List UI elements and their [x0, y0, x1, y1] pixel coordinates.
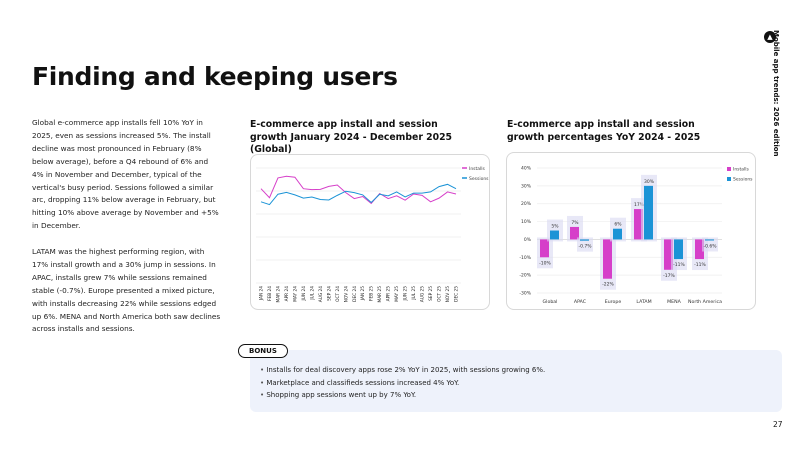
line-chart-panel: Installs Sessions JAN 24 FEB 24 MAR 24 APR 24…	[250, 154, 490, 310]
x-tick-label: JAN 25	[360, 286, 366, 301]
data-label: 7%	[571, 220, 579, 226]
data-label: -0.7%	[578, 244, 592, 250]
x-tick-label: DEC 24	[352, 286, 358, 302]
data-label: -22%	[602, 282, 614, 288]
bar-chart-panel: 40% 30% 20% 10% 0% -10% -20% -30% -10% 5% Global 7%…	[506, 152, 756, 310]
data-label: 30%	[644, 179, 655, 185]
page-title: Finding and keeping users	[32, 62, 398, 91]
legend-label: Installs	[469, 166, 486, 172]
x-tick-label: AUG 24	[318, 286, 324, 303]
data-label: 17%	[634, 202, 645, 208]
x-tick-label: Europe	[605, 299, 622, 305]
bonus-box: Installs for deal discovery apps rose 2%…	[250, 350, 782, 412]
body-text: Global e-commerce app installs fell 10% …	[32, 117, 222, 349]
x-tick-label: APAC	[574, 299, 587, 305]
y-tick-label: 40%	[521, 166, 532, 172]
highlight-box	[702, 237, 718, 252]
x-tick-label: NOV 24	[343, 286, 349, 303]
brand-logo-icon: ▲	[764, 31, 776, 43]
paragraph: Global e-commerce app installs fell 10% …	[32, 118, 219, 231]
y-tick-label: 20%	[521, 201, 532, 207]
data-label: -17%	[663, 273, 675, 279]
x-tick-label: DEC 25	[454, 286, 460, 302]
x-tick-label: FEB 25	[369, 286, 375, 301]
x-tick-label: MAR 25	[377, 286, 383, 303]
x-tick-label: JUN 25	[403, 286, 409, 302]
bar-installs	[603, 239, 612, 279]
bar-chart-title: E-commerce app install and session growt…	[507, 119, 701, 143]
x-tick-label: MAR 24	[275, 286, 281, 303]
bar-installs	[540, 239, 549, 258]
y-tick-label: -30%	[519, 291, 531, 297]
x-tick-label: LATAM	[636, 299, 651, 305]
x-tick-label: APR 25	[386, 286, 392, 302]
x-tick-label: MAY 25	[394, 286, 400, 302]
data-label: -11%	[694, 262, 706, 268]
legend-label: Sessions	[733, 177, 753, 183]
bar-installs	[570, 226, 579, 240]
bar-installs	[664, 239, 673, 270]
x-tick-label: North America	[688, 299, 722, 305]
bonus-tag: BONUS	[238, 344, 288, 358]
paragraph: LATAM was the highest performing region,…	[32, 247, 221, 334]
series-line-installs	[260, 175, 457, 205]
x-tick-label: AUG 25	[420, 286, 426, 303]
bar-installs	[695, 239, 704, 260]
y-tick-label: -20%	[519, 273, 531, 279]
data-label: 5%	[551, 224, 559, 230]
x-tick-label: OCT 25	[437, 286, 443, 302]
x-tick-label: SEP 24	[326, 286, 332, 301]
x-tick-label: APR 24	[284, 286, 290, 302]
x-tick-label: NOV 25	[445, 286, 451, 303]
x-tick-label: JUL 24	[309, 286, 315, 301]
x-tick-label: OCT 24	[335, 286, 341, 302]
y-tick-label: 30%	[521, 183, 532, 189]
series-line-sessions	[260, 183, 457, 206]
page-number: 27	[773, 420, 783, 429]
y-tick-label: 0%	[524, 237, 532, 243]
bar-sessions	[705, 239, 714, 241]
line-chart: Installs Sessions JAN 24 FEB 24 MAR 24 APR 24…	[256, 166, 489, 303]
bonus-item: Marketplace and classifieds sessions inc…	[260, 377, 545, 390]
bar-chart: 40% 30% 20% 10% 0% -10% -20% -30% -10% 5% Global 7%…	[519, 166, 753, 306]
x-tick-label: SEP 25	[428, 286, 434, 301]
x-tick-label: JUL 25	[411, 286, 417, 301]
x-tick-label: Global	[543, 299, 558, 305]
highlight-box	[577, 237, 593, 252]
y-tick-label: -10%	[519, 255, 531, 261]
legend-label: Sessions	[469, 176, 489, 182]
bar-installs	[634, 209, 643, 240]
bar-sessions	[644, 185, 653, 240]
bonus-item: Installs for deal discovery apps rose 2%…	[260, 364, 545, 377]
data-label: -11%	[673, 262, 685, 268]
bar-sessions	[674, 239, 683, 260]
bar-sessions	[613, 228, 622, 240]
legend-label: Installs	[733, 167, 750, 173]
data-label: -10%	[539, 260, 551, 266]
x-tick-label: FEB 24	[267, 286, 273, 301]
bonus-item: Shopping app sessions went up by 7% YoY.	[260, 389, 545, 402]
legend-swatch	[727, 177, 731, 181]
data-label: 6%	[614, 222, 622, 228]
bar-sessions	[580, 239, 589, 241]
bar-sessions	[550, 230, 559, 240]
x-tick-label: JUN 24	[301, 286, 307, 302]
line-chart-title: E-commerce app install and session growt…	[250, 119, 453, 155]
x-tick-label: MENA	[667, 299, 682, 305]
x-tick-label: MAY 24	[292, 286, 298, 302]
side-label: Mobile app trends: 2026 edition	[772, 30, 780, 157]
y-tick-label: 10%	[521, 219, 532, 225]
x-tick-label: JAN 24	[259, 286, 265, 301]
data-label: -0.6%	[703, 244, 717, 250]
legend-swatch	[727, 167, 731, 171]
